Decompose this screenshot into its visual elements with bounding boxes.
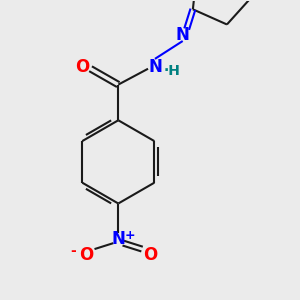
Text: O: O xyxy=(80,246,94,264)
Text: O: O xyxy=(143,246,157,264)
Text: +: + xyxy=(125,229,136,242)
Text: N: N xyxy=(111,230,125,248)
Text: O: O xyxy=(76,58,90,76)
Text: N: N xyxy=(148,58,162,76)
Text: -: - xyxy=(70,244,76,258)
Text: ·H: ·H xyxy=(164,64,180,78)
Text: N: N xyxy=(176,26,190,44)
